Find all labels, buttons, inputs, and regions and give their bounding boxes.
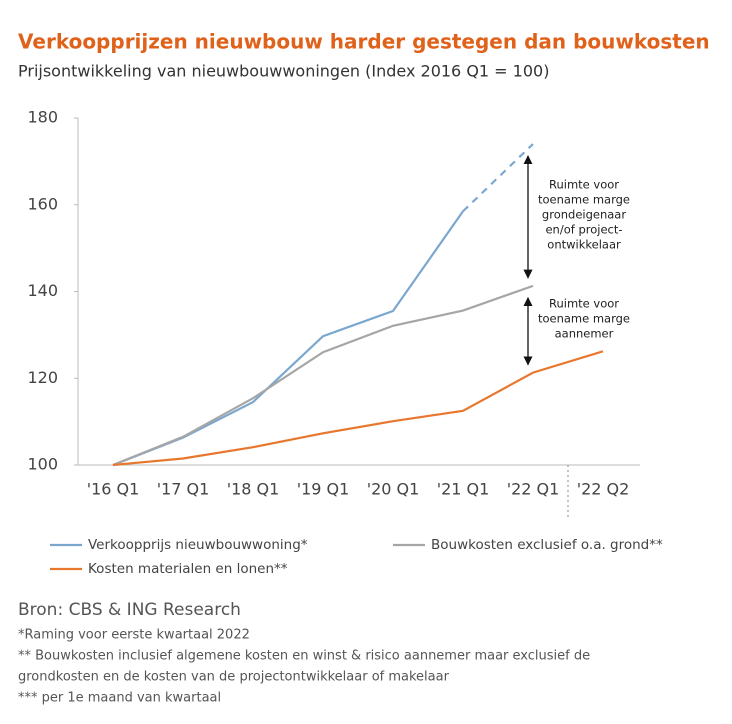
x-tick-label: '17 Q1 — [157, 480, 210, 499]
x-tick-label: '19 Q1 — [297, 480, 350, 499]
y-tick-label: 160 — [27, 194, 58, 213]
annotation: en/of project- — [545, 222, 622, 236]
y-tick-label: 140 — [27, 281, 58, 300]
footnote: *** per 1e maand van kwartaal — [18, 691, 221, 706]
legend-label: Bouwkosten exclusief o.a. grond** — [431, 537, 663, 553]
x-tick-label: '22 Q2 — [577, 480, 630, 499]
annotation: ontwikkelaar — [547, 237, 621, 251]
x-tick-label: '16 Q1 — [87, 480, 140, 499]
footnote: *Raming voor eerste kwartaal 2022 — [18, 628, 250, 643]
x-tick-label: '20 Q1 — [367, 480, 420, 499]
chart-subtitle: Prijsontwikkeling van nieuwbouwwoningen … — [18, 62, 549, 81]
chart-title: Verkoopprijzen nieuwbouw harder gestegen… — [18, 30, 710, 54]
annotation: toename marge — [538, 312, 630, 326]
annotation: aannemer — [555, 327, 614, 341]
annotation: Ruimte voor — [549, 177, 619, 191]
series-line — [462, 143, 534, 213]
x-tick-label: '22 Q1 — [507, 480, 560, 499]
annotation: grondeigenaar — [542, 207, 626, 221]
series-line — [112, 350, 604, 467]
y-tick-label: 180 — [27, 108, 58, 127]
x-tick-label: '21 Q1 — [437, 480, 490, 499]
series-line — [112, 284, 534, 467]
series-line — [112, 210, 464, 467]
footnote: grondkosten en de kosten van de projecto… — [18, 670, 450, 685]
footnote: ** Bouwkosten inclusief algemene kosten … — [18, 649, 590, 664]
annotation: Ruimte voor — [549, 297, 619, 311]
y-tick-label: 120 — [27, 368, 58, 387]
x-tick-label: '18 Q1 — [227, 480, 280, 499]
source: Bron: CBS & ING Research — [18, 600, 241, 620]
annotation: toename marge — [538, 192, 630, 206]
legend-label: Kosten materialen en lonen** — [88, 561, 288, 577]
legend-label: Verkoopprijs nieuwbouwwoning* — [88, 537, 308, 553]
y-tick-label: 100 — [27, 455, 58, 474]
